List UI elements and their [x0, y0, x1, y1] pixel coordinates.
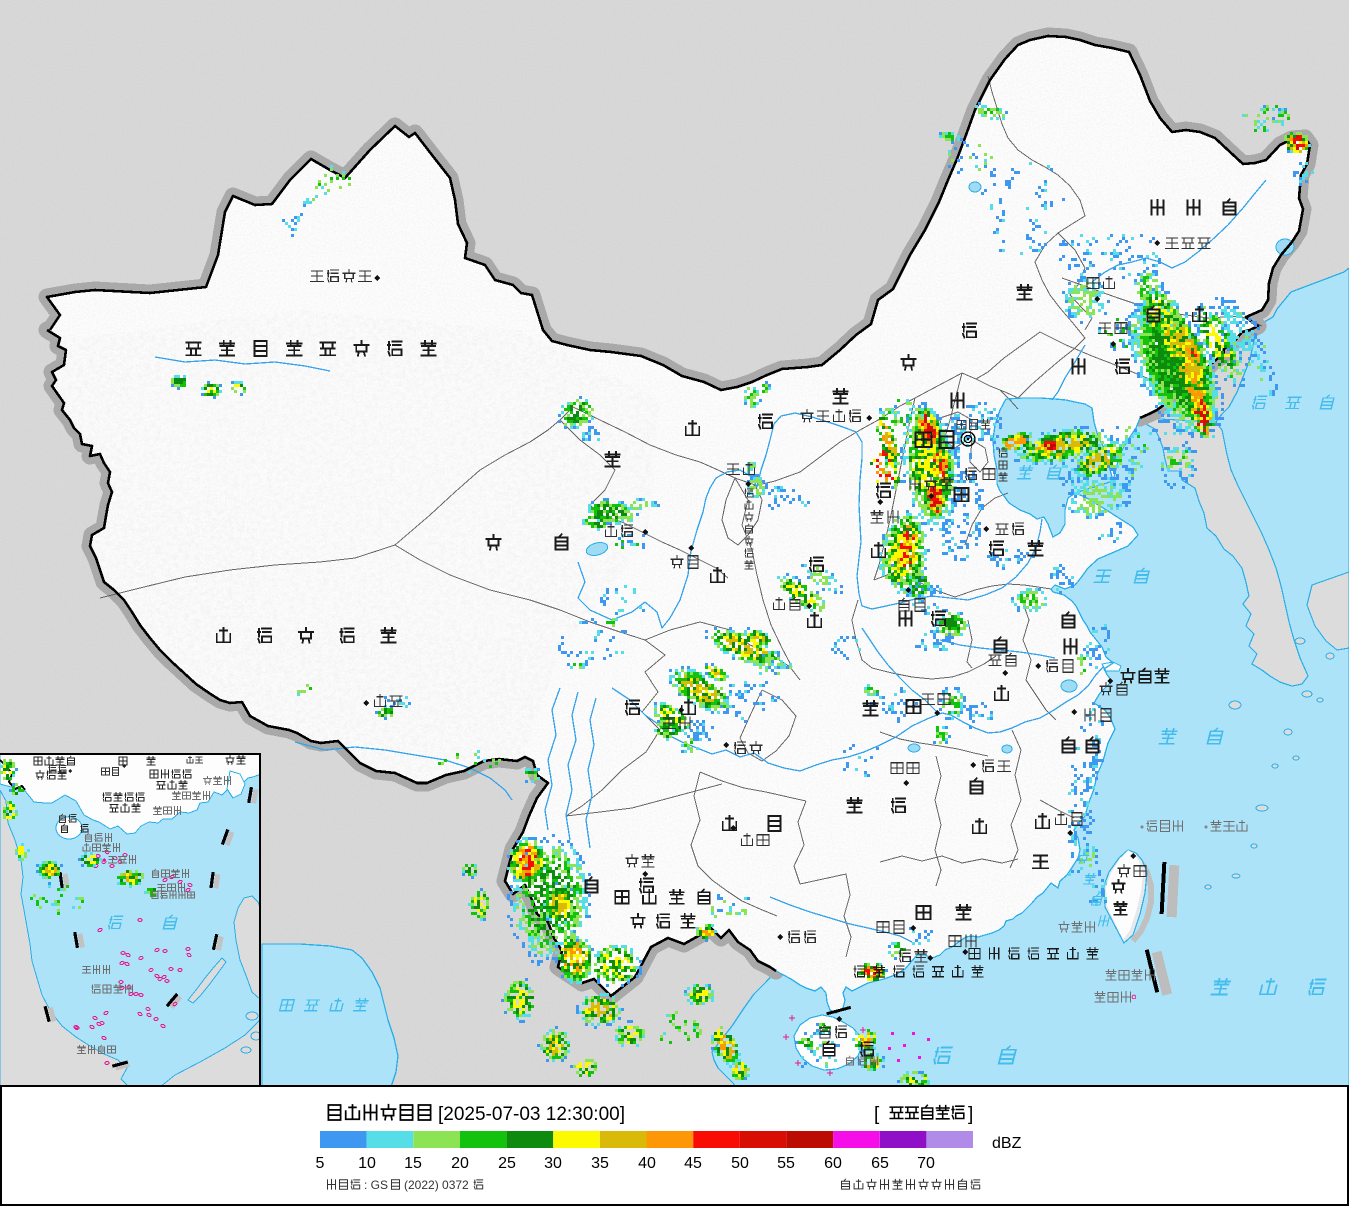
- svg-text:50: 50: [731, 1155, 749, 1172]
- svg-text:70: 70: [917, 1155, 935, 1172]
- svg-text:35: 35: [591, 1155, 609, 1172]
- svg-text:40: 40: [638, 1155, 656, 1172]
- svg-text:: GS: : GS: [364, 1178, 388, 1192]
- svg-text:15: 15: [404, 1155, 422, 1172]
- svg-text:45: 45: [684, 1155, 702, 1172]
- svg-text:[2025-07-03 12:30:00]: [2025-07-03 12:30:00]: [438, 1104, 625, 1125]
- svg-text:20: 20: [451, 1155, 469, 1172]
- svg-text:5: 5: [316, 1155, 325, 1172]
- svg-text:25: 25: [498, 1155, 516, 1172]
- svg-text:dBZ: dBZ: [992, 1135, 1022, 1152]
- svg-text:60: 60: [824, 1155, 842, 1172]
- svg-text:65: 65: [871, 1155, 889, 1172]
- svg-text:(2022) 0372: (2022) 0372: [404, 1178, 469, 1192]
- svg-text:[: [: [874, 1104, 880, 1125]
- svg-text:30: 30: [544, 1155, 562, 1172]
- svg-text:10: 10: [358, 1155, 376, 1172]
- svg-text:55: 55: [777, 1155, 795, 1172]
- svg-text:]: ]: [968, 1104, 973, 1125]
